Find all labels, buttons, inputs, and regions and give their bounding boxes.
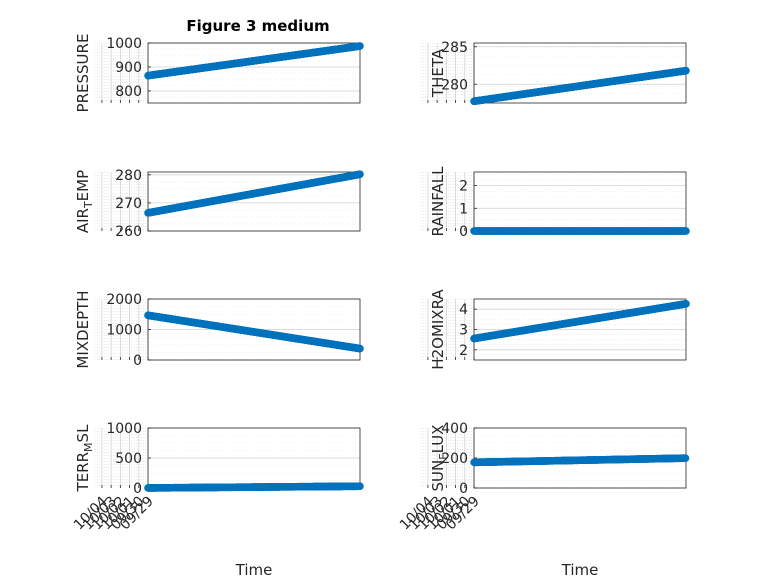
chart-title: Figure 3 medium [186, 17, 329, 35]
y-tick-label: 2000 [106, 292, 142, 308]
panel-terr_msl: 05001000TERRMSL09/2909/3010/0110/0210/03… [71, 421, 364, 579]
x-axis-label: Time [235, 561, 273, 579]
data-series [144, 170, 364, 217]
panel-sun_flux: 0200400SUNFLUX09/2909/3010/0110/0210/031… [397, 421, 690, 579]
axes-box [147, 171, 361, 232]
data-series [470, 66, 690, 106]
y-tick-label: 280 [115, 168, 142, 184]
data-series [144, 42, 364, 80]
y-axis-label: RAINFALL [429, 166, 447, 237]
data-point [470, 227, 478, 235]
data-series [144, 482, 364, 492]
panel-h2omixra: 2 3 4 H2OMIXRA [420, 289, 690, 370]
y-tick-label: 500 [115, 451, 142, 467]
y-tick-label: 285 [441, 40, 468, 56]
y-axis-label: MIXDEPTH [74, 290, 92, 368]
data-point [144, 484, 152, 492]
y-tick-label: 800 [115, 84, 142, 100]
data-series [470, 454, 690, 467]
y-axis-label: SUNFLUX [429, 425, 450, 492]
y-tick-label: 2 [459, 343, 468, 359]
y-tick-label: 270 [115, 196, 142, 212]
y-axis-label: THETA [429, 48, 447, 98]
data-series [470, 300, 690, 343]
y-tick-label: 2 [459, 179, 468, 195]
y-tick-label: 0 [133, 481, 142, 497]
plot-area [474, 172, 686, 231]
y-tick-label: 0 [459, 481, 468, 497]
panel-air_temp: 260 270 280 AIRTEMP [74, 168, 364, 240]
y-tick-label: 1 [459, 201, 468, 217]
x-axis-label: Time [561, 561, 599, 579]
data-point [144, 209, 152, 217]
data-series [470, 227, 690, 235]
y-tick-label: 1000 [106, 421, 142, 437]
data-point [144, 71, 152, 80]
y-tick-label: 0 [133, 353, 142, 369]
y-tick-label: 0 [459, 224, 468, 240]
panel-rainfall: 0 1 2 RAINFALL [420, 166, 690, 240]
data-series [144, 311, 364, 353]
y-tick-label: 260 [115, 224, 142, 240]
data-point [470, 458, 478, 467]
y-tick-label: 280 [441, 77, 468, 93]
panel-mixdepth: 0 1000 2000 MIXDEPTH [74, 290, 364, 369]
y-axis-label: AIRTEMP [74, 170, 95, 233]
y-tick-label: 1000 [106, 323, 142, 339]
data-point [470, 97, 478, 106]
data-point [470, 334, 478, 343]
y-tick-label: 1000 [106, 36, 142, 52]
y-tick-label: 3 [459, 323, 468, 339]
y-tick-label: 4 [459, 302, 468, 318]
y-tick-label: 900 [115, 60, 142, 76]
y-tick-label: 200 [441, 451, 468, 467]
y-tick-label: 400 [441, 421, 468, 437]
y-axis-label: PRESSURE [74, 34, 92, 113]
data-point [144, 311, 152, 320]
y-axis-label: TERRMSL [74, 424, 95, 493]
y-axis-label: H2OMIXRA [429, 289, 447, 370]
panel-pressure: 800 900 1000 PRESSURE Figure 3 medium [74, 17, 364, 113]
